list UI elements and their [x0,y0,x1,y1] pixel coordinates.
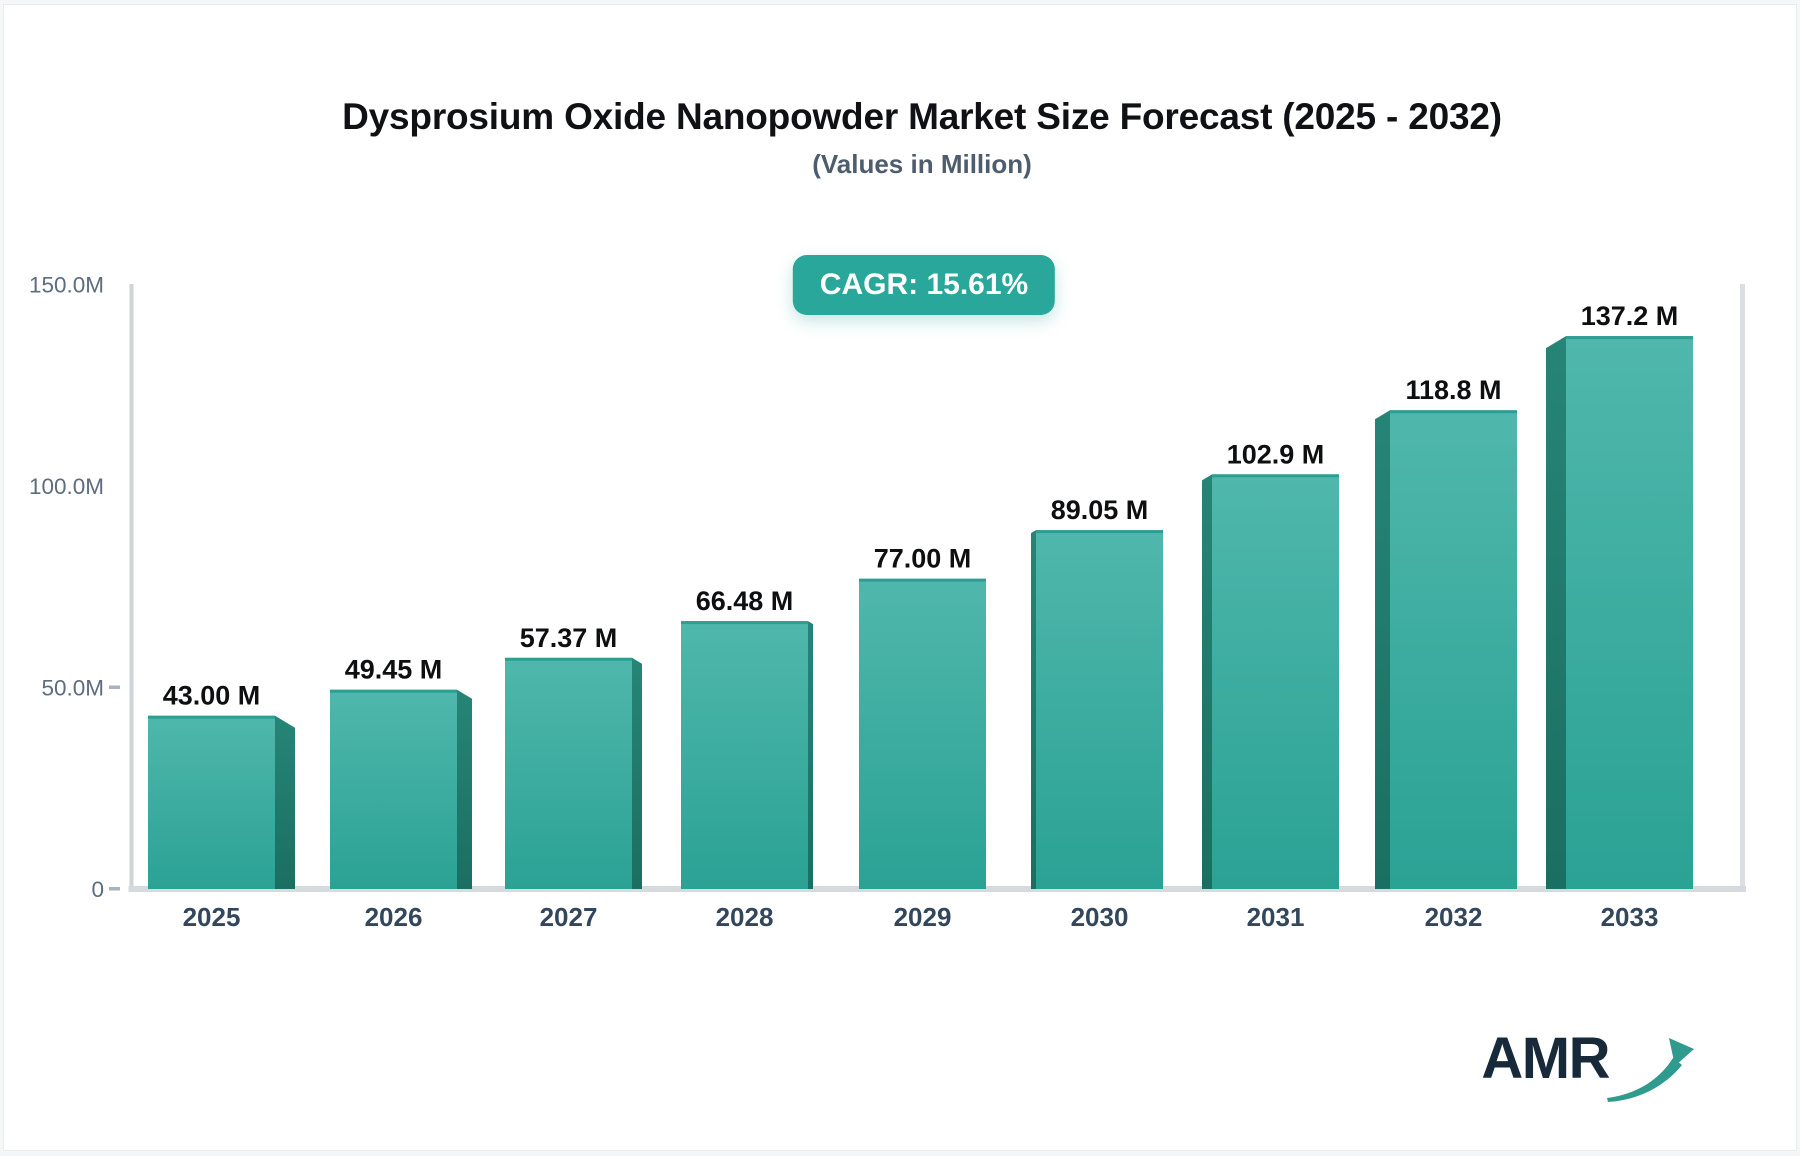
growth-arrow-icon [1607,1038,1694,1102]
x-axis-label-2031: 2031 [1247,902,1305,932]
brand-logo-text: AMR [1481,1026,1610,1091]
bar-2030[interactable] [1036,530,1163,889]
bar-side-face-2032 [1375,410,1390,889]
bar-top-edge-2033 [1566,336,1693,340]
bar-value-label-2027: 57.37 M [520,623,618,653]
y-axis-tick-label-100: 100.0M [29,474,104,499]
bar-top-edge-2032 [1390,410,1517,414]
bar-2025[interactable] [148,715,275,889]
bar-group-2025: 43.00 M 2025 [148,681,295,932]
bar-group-2030: 89.05 M 2030 [1031,495,1163,932]
y-axis-line [129,284,134,892]
plot-right-border [1740,284,1745,892]
bar-side-face-2031 [1202,474,1212,889]
x-axis-label-2032: 2032 [1425,902,1483,932]
bar-value-label-2025: 43.00 M [163,681,261,711]
x-axis-label-2029: 2029 [894,902,952,932]
bar-2028[interactable] [681,621,808,889]
x-axis-label-2030: 2030 [1071,902,1129,932]
bar-group-2027: 57.37 M 2027 [505,623,642,932]
chart-title: Dysprosium Oxide Nanopowder Market Size … [342,96,1502,137]
bar-side-face-2033 [1546,336,1566,890]
x-axis-label-2025: 2025 [183,902,241,932]
bar-top-edge-2026 [330,689,457,693]
x-axis-label-2027: 2027 [540,902,598,932]
bar-2033[interactable] [1566,336,1693,890]
bar-top-edge-2030 [1036,530,1163,534]
bar-top-edge-2031 [1212,474,1339,478]
y-axis-tick-label-50: 50.0M [41,676,104,701]
bar-group-2029: 77.00 M 2029 [859,544,986,932]
bar-value-label-2026: 49.45 M [345,655,443,685]
bar-top-edge-2025 [148,715,275,719]
brand-logo[interactable]: AMR [1481,1030,1695,1104]
bar-side-face-2028 [808,621,813,889]
x-axis-label-2033: 2033 [1601,902,1659,932]
y-axis-tick-label-150: 150.0M [29,273,104,298]
bar-value-label-2031: 102.9 M [1227,439,1325,469]
bar-value-label-2028: 66.48 M [696,586,794,616]
bar-value-label-2032: 118.8 M [1405,375,1501,405]
bar-side-face-2025 [275,715,295,889]
cagr-badge: CAGR: 15.61% [792,255,1056,315]
bar-group-2033: 137.2 M 2033 [1546,301,1693,932]
bar-group-2032: 118.8 M 2032 [1375,375,1517,932]
bar-side-face-2026 [457,689,472,889]
bar-group-2028: 66.48 M 2028 [681,586,813,932]
y-axis-tick-mark-50 [109,685,120,689]
y-axis-tick-mark-0 [109,887,120,891]
bar-top-edge-2029 [859,578,986,582]
bar-side-face-2027 [632,657,642,889]
bar-value-label-2033: 137.2 M [1581,301,1679,331]
bar-value-label-2029: 77.00 M [874,544,972,574]
bar-group-2026: 49.45 M 2026 [330,655,472,932]
bar-2027[interactable] [505,657,632,889]
bar-top-edge-2027 [505,657,632,661]
chart-subtitle: (Values in Million) [812,149,1032,179]
x-axis-label-2028: 2028 [716,902,774,932]
bar-value-label-2030: 89.05 M [1051,495,1149,525]
bar-group-2031: 102.9 M 2031 [1202,439,1339,932]
bar-2029[interactable] [859,578,986,889]
bar-2026[interactable] [330,689,457,889]
bar-2032[interactable] [1390,410,1517,889]
bar-2031[interactable] [1212,474,1339,889]
x-axis-label-2026: 2026 [365,902,423,932]
bar-top-edge-2028 [681,621,808,625]
y-axis-tick-label-0: 0 [91,877,104,902]
bar-side-face-2030 [1031,530,1036,889]
